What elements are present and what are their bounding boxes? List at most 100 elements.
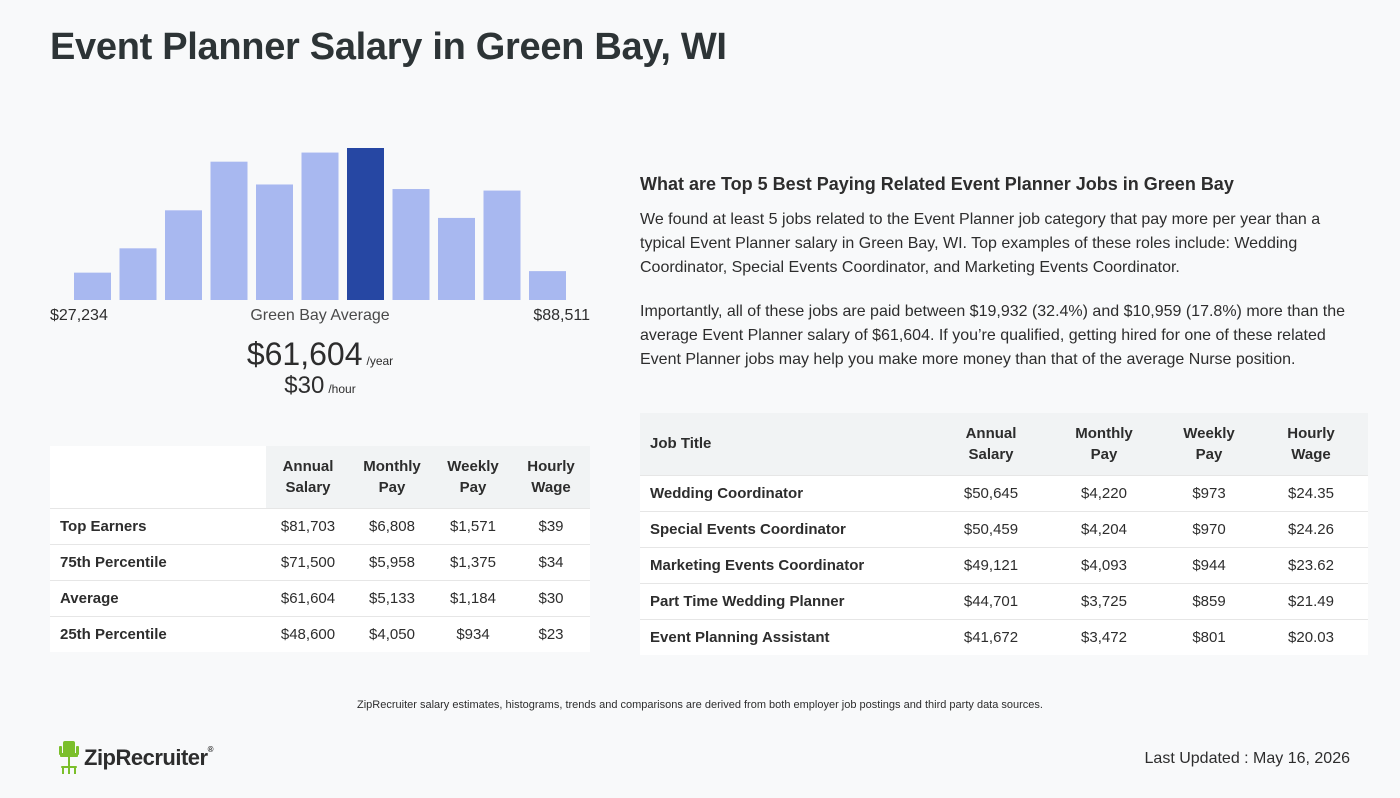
job-title: Marketing Events Coordinator — [640, 546, 938, 583]
table-cell: $944 — [1164, 546, 1254, 583]
jobs-header-monthly: Monthly Pay — [1044, 413, 1164, 475]
table-cell: $49,121 — [938, 546, 1044, 583]
table-cell: $4,204 — [1044, 510, 1164, 547]
job-title: Wedding Coordinator — [640, 474, 938, 511]
table-cell: $48,600 — [266, 615, 350, 652]
table-row: Marketing Events Coordinator $49,121 $4,… — [640, 546, 1368, 583]
table-cell: $61,604 — [266, 579, 350, 616]
chair-icon — [59, 741, 79, 774]
table-cell: $20.03 — [1254, 618, 1368, 655]
average-hourly: $30/hour — [50, 372, 590, 400]
table-cell: $39 — [512, 507, 590, 544]
histogram-bar — [301, 152, 339, 300]
table-cell: $41,672 — [938, 618, 1044, 655]
logo-registered-mark: ® — [207, 745, 214, 754]
jobs-header-weekly: Weekly Pay — [1164, 413, 1254, 475]
table-cell: $970 — [1164, 510, 1254, 547]
table-row: 75th Percentile $71,500 $5,958 $1,375 $3… — [50, 543, 590, 580]
row-label: Top Earners — [50, 507, 266, 544]
table-cell: $44,701 — [938, 582, 1044, 619]
range-min-label: $27,234 — [50, 307, 108, 324]
range-max-label: $88,511 — [533, 307, 590, 324]
table-cell: $6,808 — [350, 507, 434, 544]
histogram-bar — [529, 271, 566, 300]
last-updated: Last Updated : May 16, 2026 — [1144, 750, 1350, 767]
percentile-header-monthly: Monthly Pay — [350, 446, 434, 508]
average-annual: $61,604/year — [50, 336, 590, 373]
average-annual-value: $61,604 — [246, 336, 363, 372]
table-cell: $1,571 — [434, 507, 512, 544]
average-annual-unit: /year — [366, 354, 394, 368]
related-jobs-paragraph-1: We found at least 5 jobs related to the … — [640, 211, 1321, 276]
histogram-bar — [165, 210, 202, 300]
table-cell: $1,375 — [434, 543, 512, 580]
histogram-bar — [119, 248, 157, 300]
table-cell: $859 — [1164, 582, 1254, 619]
table-cell: $801 — [1164, 618, 1254, 655]
histogram-bar — [210, 161, 248, 300]
histogram-bar — [438, 217, 475, 300]
table-cell: $24.26 — [1254, 510, 1368, 547]
data-source-disclaimer: ZipRecruiter salary estimates, histogram… — [357, 699, 1043, 711]
table-row: 25th Percentile $48,600 $4,050 $934 $23 — [50, 615, 590, 652]
table-cell: $21.49 — [1254, 582, 1368, 619]
percentile-header-blank — [50, 446, 266, 508]
table-cell: $34 — [512, 543, 590, 580]
table-cell: $3,472 — [1044, 618, 1164, 655]
table-cell: $81,703 — [266, 507, 350, 544]
table-cell: $30 — [512, 579, 590, 616]
table-row: Event Planning Assistant $41,672 $3,472 … — [640, 618, 1368, 655]
average-hourly-value: $30 — [284, 372, 325, 399]
page-title: Event Planner Salary in Green Bay, WI — [50, 26, 727, 68]
histogram-bar — [392, 189, 430, 300]
job-title: Special Events Coordinator — [640, 510, 938, 547]
table-row: Top Earners $81,703 $6,808 $1,571 $39 — [50, 507, 590, 544]
table-cell: $1,184 — [434, 579, 512, 616]
table-cell: $50,459 — [938, 510, 1044, 547]
table-row: Part Time Wedding Planner $44,701 $3,725… — [640, 582, 1368, 619]
salary-histogram — [50, 140, 590, 302]
related-jobs-paragraph-2: Importantly, all of these jobs are paid … — [640, 303, 1346, 368]
table-cell: $24.35 — [1254, 474, 1368, 511]
histogram-bar-average — [347, 148, 384, 300]
row-label: 75th Percentile — [50, 543, 266, 580]
jobs-table-header: Job Title Annual Salary Monthly Pay Weekly… — [640, 413, 1368, 475]
job-title: Part Time Wedding Planner — [640, 582, 938, 619]
table-cell: $934 — [434, 615, 512, 652]
table-cell: $23.62 — [1254, 546, 1368, 583]
percentile-table: Annual Salary Monthly Pay Weekly Pay Hourly… — [50, 446, 590, 652]
jobs-header-annual: Annual Salary — [938, 413, 1044, 475]
table-cell: $5,133 — [350, 579, 434, 616]
job-title: Event Planning Assistant — [640, 618, 938, 655]
row-label: Average — [50, 579, 266, 616]
table-cell: $71,500 — [266, 543, 350, 580]
table-cell: $3,725 — [1044, 582, 1164, 619]
percentile-table-header: Annual Salary Monthly Pay Weekly Pay Hourly… — [50, 446, 590, 508]
table-row: Special Events Coordinator $50,459 $4,20… — [640, 510, 1368, 547]
average-hourly-unit: /hour — [328, 382, 356, 396]
table-cell: $973 — [1164, 474, 1254, 511]
table-cell: $4,050 — [350, 615, 434, 652]
table-row: Wedding Coordinator $50,645 $4,220 $973 … — [640, 474, 1368, 511]
percentile-header-hourly: Hourly Wage — [512, 446, 590, 508]
histogram-range: $27,234 Green Bay Average $88,511 — [50, 307, 590, 327]
table-cell: $5,958 — [350, 543, 434, 580]
related-jobs-table: Job Title Annual Salary Monthly Pay Weekly… — [640, 413, 1368, 655]
table-cell: $23 — [512, 615, 590, 652]
logo-text: ZipRecruiter® — [84, 745, 214, 770]
percentile-header-annual: Annual Salary — [266, 446, 350, 508]
table-cell: $4,220 — [1044, 474, 1164, 511]
table-cell: $4,093 — [1044, 546, 1164, 583]
histogram-bar — [74, 272, 111, 300]
related-jobs-heading: What are Top 5 Best Paying Related Event… — [640, 174, 1234, 194]
jobs-header-title: Job Title — [640, 413, 938, 475]
jobs-header-hourly: Hourly Wage — [1254, 413, 1368, 475]
histogram-svg — [74, 148, 566, 300]
row-label: 25th Percentile — [50, 615, 266, 652]
range-mid-label: Green Bay Average — [250, 307, 390, 324]
histogram-bar — [256, 184, 293, 300]
table-row: Average $61,604 $5,133 $1,184 $30 — [50, 579, 590, 616]
table-cell: $50,645 — [938, 474, 1044, 511]
percentile-header-weekly: Weekly Pay — [434, 446, 512, 508]
ziprecruiter-logo[interactable]: ZipRecruiter® — [58, 740, 214, 776]
